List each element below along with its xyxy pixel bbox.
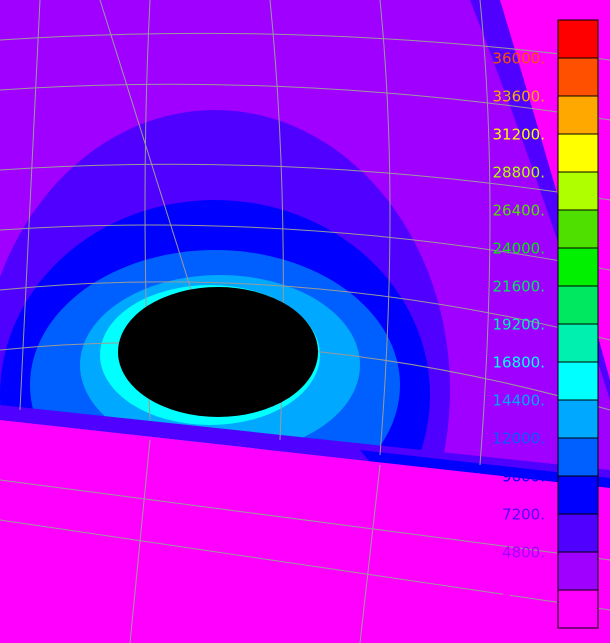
legend-label: 26400.	[493, 202, 546, 220]
legend-label: 19200.	[493, 316, 546, 334]
legend-swatch	[557, 589, 599, 629]
color-legend: 36000. 33600. 31200. 28800. 26400. 24000. 2160…	[493, 19, 599, 629]
legend-label: 9600.	[502, 468, 545, 486]
legend-swatch	[557, 323, 599, 363]
legend-label: 24000.	[493, 240, 546, 258]
legend-label: 31200.	[493, 126, 546, 144]
legend-label: 14400.	[493, 392, 546, 410]
legend-label: 2400.	[502, 582, 545, 600]
legend-swatch	[557, 171, 599, 211]
legend-label: 12000.	[493, 430, 546, 448]
legend-label: 21600.	[493, 278, 546, 296]
legend-label: 4800.	[502, 544, 545, 562]
legend-swatch	[557, 57, 599, 97]
legend-swatch	[557, 209, 599, 249]
legend-label: 7200.	[502, 506, 545, 524]
legend-swatch	[557, 361, 599, 401]
legend-swatch	[557, 247, 599, 287]
legend-label: 36000.	[493, 50, 546, 68]
legend-swatch	[557, 285, 599, 325]
legend-label: 16800.	[493, 354, 546, 372]
legend-swatch	[557, 513, 599, 553]
legend-swatch	[557, 133, 599, 173]
legend-label: 28800.	[493, 164, 546, 182]
legend-swatch	[557, 95, 599, 135]
legend-swatch	[557, 475, 599, 515]
legend-swatch	[557, 551, 599, 591]
legend-label: 33600.	[493, 88, 546, 106]
legend-swatch	[557, 437, 599, 477]
legend-swatch	[557, 19, 599, 59]
legend-swatch	[557, 399, 599, 439]
